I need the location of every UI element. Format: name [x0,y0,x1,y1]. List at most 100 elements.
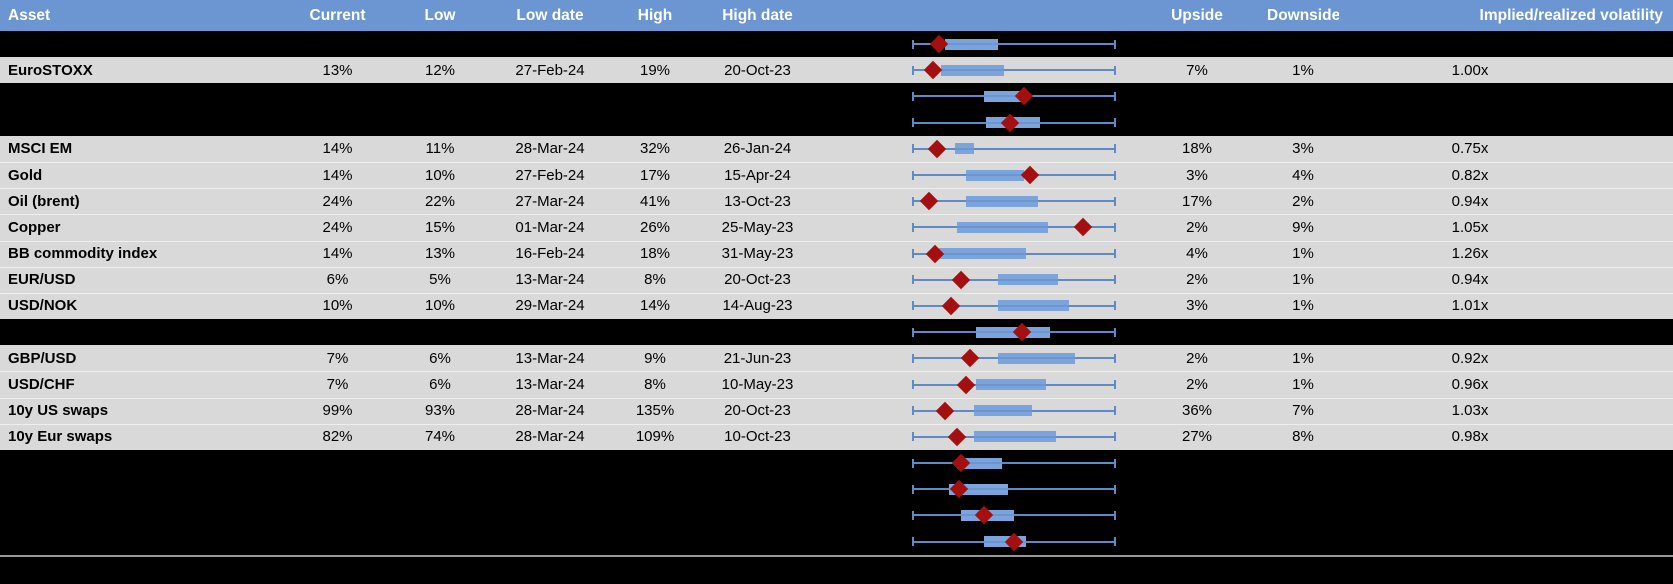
whisker-cap-right [1114,91,1116,101]
cell-low: 74% [424,428,456,446]
range-box-midline [997,357,1075,360]
cell-asset-name: 10y Eur swaps [8,428,113,446]
cell-low-date: 27-Feb-24 [515,61,585,79]
cell-downside: 3% [1292,140,1314,158]
whisker-cap-left [912,249,914,259]
cell-current: 7% [326,376,349,394]
range-box-midline [965,200,1039,203]
cell-low-date: 28-Mar-24 [515,428,585,446]
table-header: Asset Current Low Low date High High dat… [0,0,1673,31]
table-row: Copper 24% 15% 01-Mar-24 26% 25-May-23 2… [0,214,1673,241]
cell-asset-name: GBP/USD [8,349,77,367]
cell-asset-name: EuroSTOXX [8,61,93,79]
cell-low: 10% [424,166,456,184]
cell-high-date: 21-Jun-23 [723,349,792,367]
cell-low-date: 28-Mar-24 [515,402,585,420]
whisker-cap-right [1114,537,1116,547]
current-diamond-marker [948,427,967,447]
cell-high-date: 20-Oct-23 [724,402,791,420]
cell-downside: 1% [1292,349,1314,367]
range-box-midline [949,488,1008,491]
cell-asset-name: Oil (brent) [8,192,80,210]
cell-high-date: 15-Apr-24 [724,166,791,184]
range-plot [815,424,1127,450]
whisker-cap-left [912,353,914,363]
table-row: Gold 14% 10% 27-Feb-24 17% 15-Apr-24 3% … [0,161,1673,189]
whisker-cap-right [1114,380,1116,390]
cell-implied-realized: 1.26x [1451,245,1489,263]
range-plot [815,188,1127,214]
whisker-line [913,514,1115,517]
cell-low: 10% [424,297,456,315]
range-plot [815,529,1127,555]
range-plot [815,293,1127,319]
table-row: GBP/USD 7% 6% 13-Mar-24 9% 21-Jun-23 2% … [0,345,1673,372]
cell-current: 24% [322,218,353,236]
cell-downside: 1% [1292,297,1314,315]
current-diamond-marker [960,349,979,368]
cell-high-date: 14-Aug-23 [722,297,793,315]
cell-current: 14% [322,166,353,184]
cell-upside: 3% [1186,166,1208,184]
cell-upside: 2% [1186,376,1208,394]
cell-low: 15% [424,218,456,236]
cell-low: 5% [429,271,451,289]
range-box-midline [955,147,974,150]
cell-high-date: 10-May-23 [721,376,794,394]
whisker-line [913,462,1115,465]
cell-high: 109% [635,428,675,446]
whisker-cap-left [912,118,914,128]
whisker-cap-right [1114,222,1116,232]
range-plot [815,214,1127,240]
current-diamond-marker [1073,218,1092,237]
cell-high: 17% [639,166,671,184]
cell-downside: 1% [1292,271,1314,289]
whisker-cap-right [1114,327,1116,337]
cell-asset-name: BB commodity index [8,245,158,263]
cell-implied-realized: 1.00x [1451,61,1489,79]
whisker-line [913,147,1115,150]
table-row: USD/CHF 7% 6% 13-Mar-24 8% 10-May-23 2% … [0,371,1673,398]
range-plot [815,319,1127,345]
whisker-cap-left [912,458,914,468]
cell-high-date: 13-Oct-23 [724,192,791,210]
cell-low-date: 13-Mar-24 [515,271,585,289]
range-box-midline [997,278,1059,281]
table-row: 10y US swaps 99% 93% 28-Mar-24 135% 20-O… [0,397,1673,424]
cell-implied-realized: 0.94x [1451,271,1489,289]
cell-downside: 9% [1292,218,1314,236]
whisker-cap-left [912,432,914,442]
cell-implied-realized: 1.05x [1451,218,1489,236]
whisker-cap-right [1114,458,1116,468]
cell-low-date: 29-Mar-24 [515,297,585,315]
cell-low-date: 16-Feb-24 [515,245,585,263]
cell-high-date: 20-Oct-23 [724,271,791,289]
hidden-row [0,83,1673,110]
cell-implied-realized: 0.96x [1451,376,1489,394]
whisker-cap-right [1114,301,1116,311]
current-diamond-marker [919,192,939,211]
whisker-cap-right [1114,170,1116,180]
cell-current: 24% [322,192,353,210]
cell-upside: 18% [1181,140,1213,158]
cell-upside: 2% [1186,349,1208,367]
cell-implied-realized: 1.01x [1451,297,1489,315]
cell-current: 82% [322,428,353,446]
header-high: High [637,6,673,24]
cell-low-date: 01-Mar-24 [515,218,585,236]
whisker-cap-left [912,275,914,285]
cell-asset-name: Copper [8,218,61,236]
range-plot [815,502,1127,528]
header-current: Current [309,6,366,24]
current-diamond-marker [956,375,975,394]
range-plot [815,345,1127,371]
cell-upside: 3% [1186,297,1208,315]
cell-implied-realized: 0.92x [1451,349,1489,367]
cell-high-date: 20-Oct-23 [724,61,791,79]
range-plot [815,267,1127,293]
cell-asset-name: USD/CHF [8,376,75,394]
range-plot [815,110,1127,136]
cell-high-date: 10-Oct-23 [724,428,791,446]
table-row: USD/NOK 10% 10% 29-Mar-24 14% 14-Aug-23 … [0,292,1673,320]
